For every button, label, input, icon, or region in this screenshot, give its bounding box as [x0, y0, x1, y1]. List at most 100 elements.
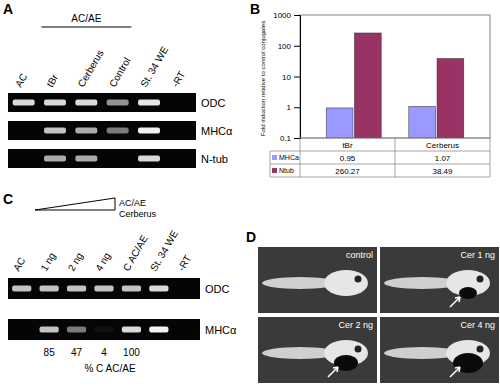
table-line: [490, 138, 491, 177]
gel-background: [8, 278, 200, 299]
bar: [409, 106, 436, 138]
gel-band: [107, 128, 129, 134]
photo-label: Cer 2 ng: [338, 320, 373, 330]
tick-label: 10: [282, 73, 291, 82]
gel-background: [8, 121, 196, 140]
table-line: [270, 177, 490, 178]
arrow: [450, 367, 460, 377]
bar: [354, 33, 381, 138]
panel-letter: D: [246, 229, 256, 245]
percent-value: 85: [44, 347, 56, 358]
y-axis: 0.1 1 10 100 1000: [273, 11, 300, 143]
gel-band: [94, 327, 113, 333]
tick-mark: [294, 46, 300, 47]
gel-band: [138, 156, 160, 162]
wedge: [35, 198, 115, 210]
tick-mark: [294, 77, 300, 78]
gel-background: [8, 319, 200, 340]
embryo-body: [324, 270, 368, 296]
gel-panel: AC1 ng2 ng4 ngC AC/AESt. 34 WE-RTODCMHCα: [8, 228, 237, 340]
percent-label: % C AC/AE: [84, 363, 135, 374]
table-value: 1.07: [435, 154, 451, 163]
photo-label: Cer 1 ng: [460, 250, 495, 260]
legend-label: Ntub: [279, 167, 294, 174]
row-label: N-tub: [201, 153, 228, 165]
lane-label: 1 ng: [38, 251, 57, 273]
tick-mark: [294, 107, 300, 108]
gel-band: [75, 128, 97, 134]
gel-band: [138, 100, 160, 106]
wedge-label: Cerberus: [119, 209, 157, 219]
table-line: [270, 151, 490, 152]
group-label: AC/AE: [71, 13, 101, 24]
category-label: Cerberus: [426, 141, 459, 150]
table-line: [395, 138, 396, 177]
lane-label: tBr: [44, 72, 60, 89]
photo-background: [380, 317, 499, 383]
gel-band: [67, 286, 86, 292]
panel-letter: A: [3, 1, 13, 17]
gel-band: [75, 156, 97, 162]
gel-band: [107, 100, 129, 106]
arrow: [450, 297, 460, 307]
figure: AACtBrCerberusControlSt. 34 WE-RTODCMHCα…: [0, 0, 500, 389]
tick-label: 100: [278, 42, 292, 51]
legend-swatch: [272, 168, 277, 173]
lane-label: St. 34 WE: [138, 44, 170, 89]
category-label: tBr: [342, 141, 353, 150]
gel-band: [149, 286, 168, 292]
background: [0, 0, 500, 389]
bars: [326, 33, 464, 138]
photo-background: [380, 247, 499, 313]
embryo-photo: Cer 4 ng: [380, 317, 499, 383]
embryo-heart-region: [459, 287, 477, 299]
embryo-eye: [477, 276, 484, 283]
tick: 10: [282, 73, 300, 82]
gel-band: [12, 286, 31, 292]
tick: 0.1: [280, 134, 300, 143]
row-label: ODC: [201, 97, 226, 109]
tick: 1000: [273, 11, 300, 20]
lane-label: 4 ng: [93, 251, 112, 273]
gel-band: [44, 156, 66, 162]
table-value: 260.27: [335, 167, 360, 176]
table-value: 38.49: [432, 167, 453, 176]
embryo-eye: [477, 346, 484, 353]
row-label: MHCα: [201, 125, 233, 137]
bar: [326, 108, 353, 138]
lane-label: 2 ng: [66, 251, 85, 273]
tick: 100: [278, 42, 300, 51]
gel-band: [149, 327, 168, 333]
tick-label: 1000: [273, 11, 291, 20]
gel-panel: ACtBrCerberusControlSt. 34 WE-RTODCMHCαN…: [8, 44, 233, 168]
table-line: [270, 151, 271, 177]
group-line: [41, 27, 131, 28]
y-axis-title: Fold induction relative to control conju…: [260, 21, 266, 136]
gel-band: [44, 100, 66, 106]
gel-background: [8, 93, 196, 112]
gel-band: [75, 100, 97, 106]
tick: 1: [287, 103, 300, 112]
wedge-label: AC/AE: [119, 198, 146, 208]
table-value: 0.95: [340, 154, 356, 163]
lane-label: -RT: [170, 69, 188, 89]
photo-label: control: [346, 250, 373, 260]
embryo-photo: Cer 1 ng: [380, 247, 499, 313]
lane-label: Control: [107, 56, 133, 89]
gel-background: [8, 149, 196, 168]
embryo-eye: [355, 346, 362, 353]
tick-label: 0.1: [280, 134, 292, 143]
embryo-photo: Cer 2 ng: [258, 317, 377, 383]
panel-letter: C: [3, 191, 13, 207]
embryo-eye: [355, 276, 362, 283]
photo-label: Cer 4 ng: [460, 320, 495, 330]
legend-label: MHCa: [279, 154, 299, 161]
gel-band: [40, 327, 59, 333]
photo-background: [258, 317, 377, 383]
axis-line: [294, 16, 301, 139]
tick-mark: [294, 138, 300, 139]
gel-band: [94, 286, 113, 292]
gel-band: [40, 286, 59, 292]
percent-value: 4: [101, 347, 107, 358]
percent-value: 47: [71, 347, 83, 358]
